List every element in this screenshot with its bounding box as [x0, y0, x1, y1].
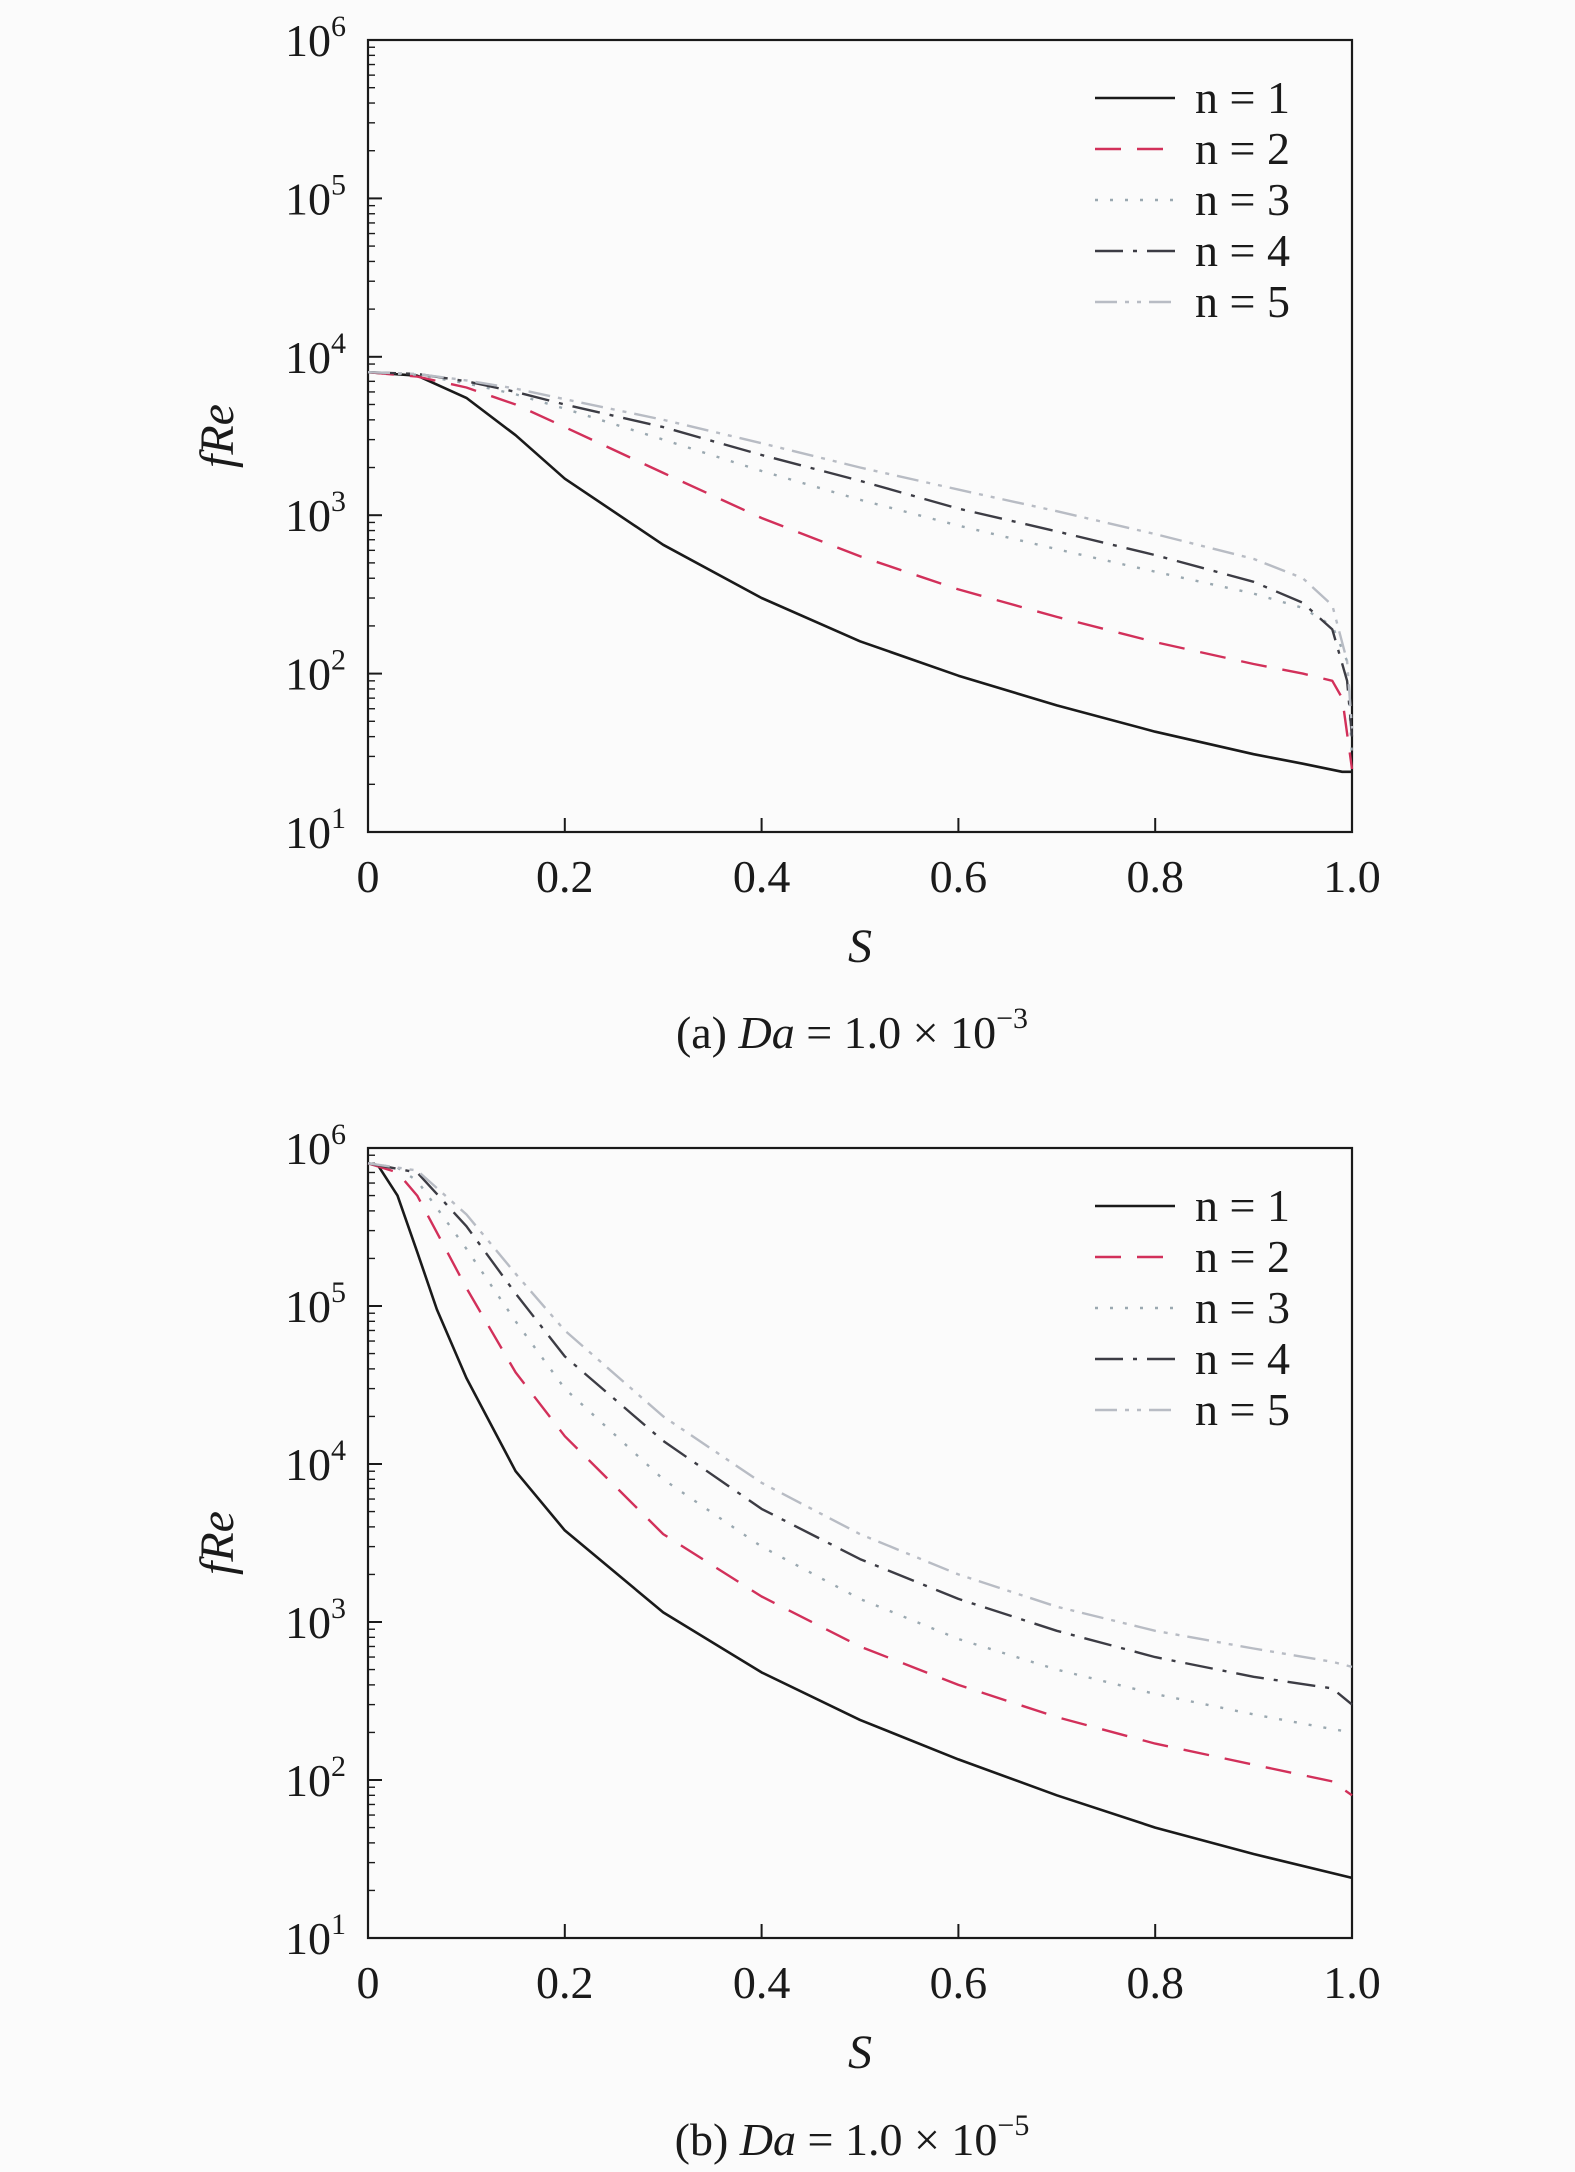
series-line-n2	[367, 371, 1354, 770]
x-tick-label: 0.6	[930, 1957, 988, 2008]
series-line-n3	[367, 371, 1354, 757]
x-tick-label: 0.2	[536, 1957, 594, 2008]
y-tick-base: 10	[285, 1123, 331, 1174]
y-tick-base: 10	[285, 807, 331, 858]
y-tick-base: 10	[285, 1439, 331, 1490]
y-tick-label: 104	[285, 327, 346, 383]
y-tick-exponent: 1	[331, 802, 346, 835]
caption-variable: Da	[739, 2114, 796, 2165]
series-line-n4	[367, 1162, 1353, 1706]
series-line-n1	[367, 370, 1352, 774]
plot-frame	[366, 38, 1354, 834]
caption-prefix: (b)	[675, 2114, 740, 2165]
x-tick-label: 0.8	[1126, 851, 1184, 902]
y-tick-base: 10	[285, 490, 331, 541]
y-tick-label: 103	[285, 1592, 346, 1648]
legend-label-n2: n = 2	[1195, 123, 1290, 174]
x-tick-label: 0	[357, 851, 380, 902]
series-line-n5	[367, 1162, 1353, 1669]
y-tick-exponent: 1	[331, 1908, 346, 1941]
y-axis-title: fRe	[191, 1511, 244, 1575]
x-tick-label: 0	[357, 1957, 380, 2008]
panel-caption: (b) Da = 1.0 × 10−5	[675, 2109, 1030, 2165]
x-tick-label: 1.0	[1323, 1957, 1381, 2008]
y-tick-base: 10	[285, 1913, 331, 1964]
legend-label-n3: n = 3	[1195, 174, 1290, 225]
y-tick-label: 104	[285, 1434, 346, 1490]
y-tick-exponent: 3	[331, 485, 346, 518]
caption-value: = 1.0 × 10	[796, 2114, 997, 2165]
legend-label-n1: n = 1	[1195, 1180, 1290, 1231]
y-tick-exponent: 3	[331, 1592, 346, 1625]
plot-frame	[366, 1146, 1354, 1940]
y-tick-label: 101	[285, 1908, 346, 1964]
y-tick-exponent: 5	[331, 168, 346, 201]
x-tick-label: 0.4	[733, 1957, 791, 2008]
y-tick-label: 103	[285, 485, 346, 541]
x-axis-title: S	[848, 920, 872, 973]
y-tick-base: 10	[285, 1597, 331, 1648]
caption-exponent: −5	[997, 2109, 1029, 2142]
y-tick-label: 106	[285, 10, 346, 66]
legend-label-n4: n = 4	[1195, 1333, 1290, 1384]
legend-label-n1: n = 1	[1195, 72, 1290, 123]
caption-value: = 1.0 × 10	[795, 1007, 996, 1058]
x-axis-title: S	[848, 2026, 872, 2079]
series-line-n2	[367, 1162, 1353, 1797]
y-tick-base: 10	[285, 332, 331, 383]
y-tick-exponent: 4	[331, 1434, 346, 1467]
x-tick-label: 1.0	[1323, 851, 1381, 902]
legend-label-n2: n = 2	[1195, 1231, 1290, 1282]
y-tick-base: 10	[285, 15, 331, 66]
series-line-n5	[367, 371, 1354, 729]
series-line-n4	[367, 371, 1354, 737]
y-tick-exponent: 2	[331, 1750, 346, 1783]
y-tick-exponent: 6	[331, 10, 346, 43]
legend-label-n3: n = 3	[1195, 1282, 1290, 1333]
y-tick-label: 102	[285, 644, 346, 700]
y-tick-exponent: 6	[331, 1118, 346, 1151]
y-tick-label: 102	[285, 1750, 346, 1806]
y-tick-base: 10	[285, 1281, 331, 1332]
y-tick-exponent: 4	[331, 327, 346, 360]
y-tick-base: 10	[285, 1755, 331, 1806]
y-tick-exponent: 5	[331, 1276, 346, 1309]
x-tick-label: 0.4	[733, 851, 791, 902]
legend-label-n4: n = 4	[1195, 225, 1290, 276]
y-tick-label: 105	[285, 168, 346, 224]
legend-label-n5: n = 5	[1195, 1384, 1290, 1435]
panel-caption: (a) Da = 1.0 × 10−3	[676, 1002, 1028, 1058]
y-tick-label: 101	[285, 802, 346, 858]
y-tick-label: 105	[285, 1276, 346, 1332]
caption-exponent: −3	[996, 1002, 1028, 1035]
y-tick-base: 10	[285, 649, 331, 700]
caption-variable: Da	[738, 1007, 795, 1058]
series-line-n1	[367, 1162, 1353, 1880]
x-tick-label: 0.8	[1126, 1957, 1184, 2008]
caption-prefix: (a)	[676, 1007, 739, 1058]
y-axis-title: fRe	[191, 404, 244, 468]
series-line-n3	[367, 1162, 1353, 1734]
x-tick-label: 0.2	[536, 851, 594, 902]
y-tick-label: 106	[285, 1118, 346, 1174]
x-tick-label: 0.6	[930, 851, 988, 902]
legend-label-n5: n = 5	[1195, 276, 1290, 327]
y-tick-base: 10	[285, 173, 331, 224]
y-tick-exponent: 2	[331, 644, 346, 677]
